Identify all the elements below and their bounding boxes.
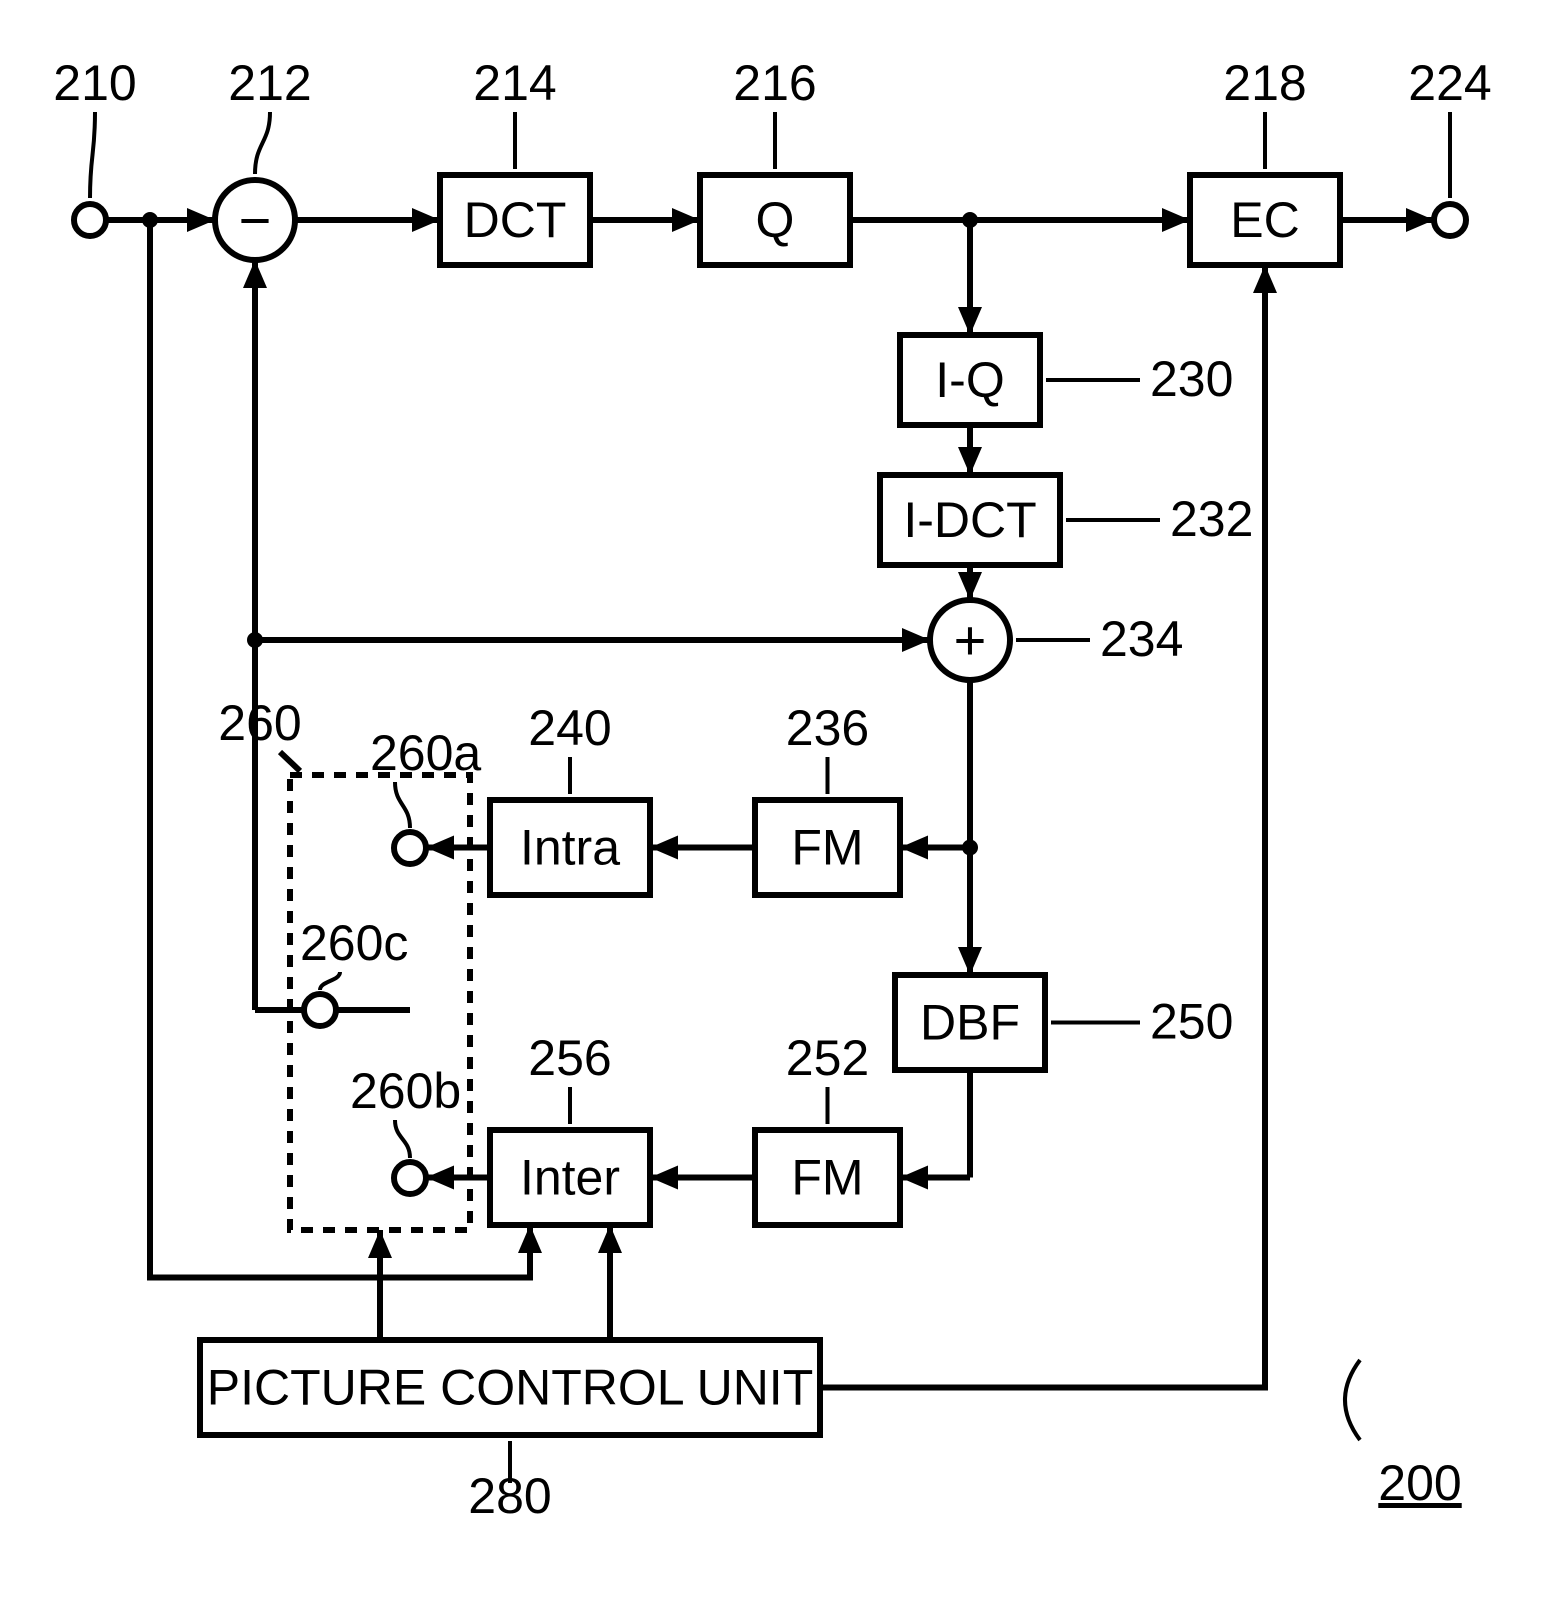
wire-pcu-switch-arrow [368, 1230, 392, 1258]
dbf-label: DBF [920, 995, 1020, 1051]
wire-to-fm1-arrow [900, 836, 928, 860]
wire-pcu-inter-arrow [598, 1225, 622, 1253]
ref-n252: 252 [786, 1030, 869, 1086]
wire-idct-add-arrow [958, 572, 982, 600]
fm1-label: FM [791, 820, 863, 876]
wire-fm1-intra-arrow [650, 836, 678, 860]
ref-n250: 250 [1150, 994, 1233, 1050]
input-port [74, 204, 106, 236]
inter-label: Inter [520, 1150, 620, 1206]
wire-intra-260a-arrow [426, 836, 454, 860]
wire-q-iq-arrow [958, 307, 982, 335]
ref-n212: 212 [228, 55, 311, 111]
ref-n216: 216 [733, 55, 816, 111]
iq-label: I-Q [935, 352, 1004, 408]
wire-ec-out-arrow [1406, 208, 1434, 232]
wire-to-dbf-arrow [958, 947, 982, 975]
wire-q-ec-arrow [1162, 208, 1190, 232]
wire-sub-dct-arrow [412, 208, 440, 232]
wire-pcu-ec-arrow [1253, 265, 1277, 293]
switch-260c [304, 994, 336, 1026]
ref-n224: 224 [1408, 55, 1491, 111]
fm2-label: FM [791, 1150, 863, 1206]
wire-fb-add-arrow [902, 628, 930, 652]
subtractor-sign: − [239, 189, 272, 252]
wire-in-sub-arrow [187, 208, 215, 232]
lead-260a [395, 782, 410, 828]
wire-dct-q-arrow [672, 208, 700, 232]
ref-n234: 234 [1100, 611, 1183, 667]
ref-n214: 214 [473, 55, 556, 111]
ref-n260c: 260c [300, 915, 408, 971]
wire-fm2-inter-arrow [650, 1166, 678, 1190]
dct-label: DCT [464, 192, 567, 248]
wire-inter-260b-arrow [426, 1166, 454, 1190]
pcu-label: PICTURE CONTROL UNIT [207, 1360, 814, 1416]
ref-n260b: 260b [350, 1063, 461, 1119]
idct-label: I-DCT [903, 492, 1036, 548]
lead-260b [395, 1120, 410, 1158]
lead-200 [1345, 1360, 1360, 1440]
wire-iq-idct-arrow [958, 447, 982, 475]
ref-n210: 210 [53, 55, 136, 111]
ref-n256: 256 [528, 1030, 611, 1086]
lead-210 [90, 112, 95, 198]
ec-label: EC [1230, 192, 1299, 248]
ref-n260a: 260a [370, 725, 481, 781]
switch-260a [394, 832, 426, 864]
intra-label: Intra [520, 820, 620, 876]
ref-n230: 230 [1150, 351, 1233, 407]
switch-260b [394, 1162, 426, 1194]
q-label: Q [756, 192, 795, 248]
wire-in-inter-arrow [518, 1225, 542, 1253]
ref-n232: 232 [1170, 491, 1253, 547]
lead-260c [320, 972, 340, 990]
wire-dbf-fm2-arrow [900, 1166, 928, 1190]
adder-sign: + [954, 609, 987, 672]
lead-212 [255, 112, 270, 174]
ref-n236: 236 [786, 700, 869, 756]
lead-260 [280, 752, 300, 771]
ref-n260: 260 [218, 695, 301, 751]
ref-n218: 218 [1223, 55, 1306, 111]
wire-fb-up-arrow [243, 260, 267, 288]
ref-n240: 240 [528, 700, 611, 756]
output-port [1434, 204, 1466, 236]
ref-n200: 200 [1378, 1455, 1461, 1511]
